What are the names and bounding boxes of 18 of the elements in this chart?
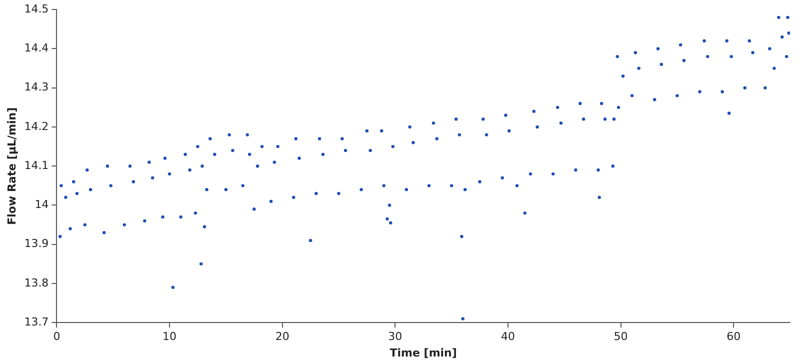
y-axis-title: Flow Rate [µL/min]: [5, 107, 18, 225]
y-tick-label: 13.9: [24, 237, 49, 250]
x-tick-label: 0: [53, 330, 60, 344]
y-tick-label: 14.1: [24, 158, 49, 172]
x-tick-label: 40: [500, 330, 515, 344]
x-axis-title: Time [min]: [390, 346, 457, 360]
x-tick-label: 50: [614, 330, 628, 344]
y-tick-label: 14.4: [24, 42, 49, 55]
y-tick-label: 13.7: [24, 315, 49, 328]
x-tick-label: 10: [162, 330, 177, 344]
x-tick-label: 30: [388, 330, 402, 344]
y-tick-label: 14: [34, 198, 49, 212]
y-tick-label: 13.8: [24, 276, 49, 290]
x-tick-label: 20: [275, 330, 290, 344]
x-tick-label: 60: [726, 330, 741, 344]
y-tick-label: 14.3: [24, 80, 49, 94]
y-tick-label: 14.2: [24, 120, 49, 133]
y-tick-label: 14.5: [24, 2, 49, 16]
